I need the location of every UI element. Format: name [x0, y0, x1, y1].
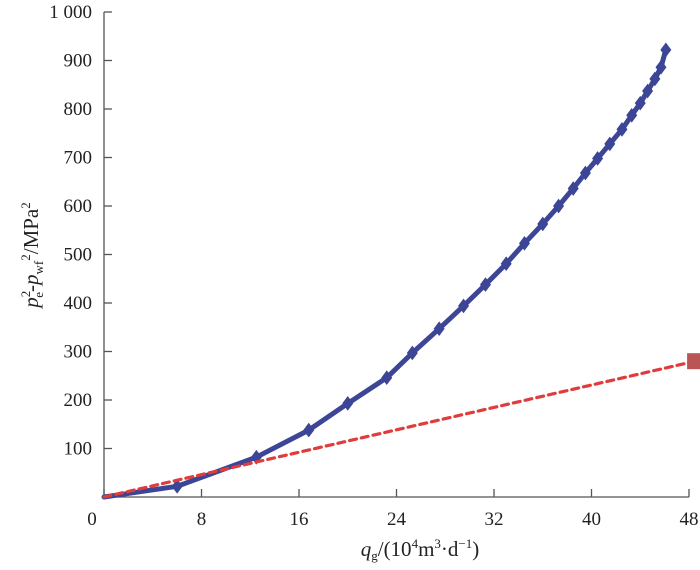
series-1-point: [537, 216, 549, 232]
series-2-point: [687, 353, 700, 370]
series-1-point: [406, 345, 418, 361]
x-label-dot: ·d: [441, 537, 459, 561]
x-tick-label: 48: [680, 509, 699, 530]
x-tick-label: 24: [387, 509, 407, 530]
y-tick-label: 800: [64, 99, 93, 120]
series-1-point: [634, 95, 646, 111]
x-tick-label: 8: [197, 509, 207, 530]
y-label-p1-sup: 2: [18, 291, 33, 298]
axes: 0 8 16 24 32 40 48 100 200 300 400 500 600 700 800 900 1…: [49, 2, 698, 530]
series-1-point: [604, 136, 616, 152]
y-tick-label: 700: [64, 148, 93, 169]
y-label-unit-sup: 2: [18, 202, 33, 209]
y-label-dash: -: [19, 285, 43, 292]
y-tick-label: 1 000: [49, 2, 92, 23]
y-tick-label: 900: [64, 51, 93, 72]
series-1-point: [567, 181, 579, 196]
series-1-point: [518, 236, 530, 251]
x-tick-label: 32: [485, 509, 504, 530]
x-label-m: m: [418, 537, 434, 561]
series-1-point: [342, 396, 354, 411]
x-tick-label: 16: [290, 509, 309, 530]
series-1-point: [381, 370, 393, 386]
y-tick-label: 100: [64, 439, 93, 460]
x-label-sup2: 3: [434, 536, 441, 551]
y-axis-label: p2e-pwf2/MPa2: [18, 202, 46, 310]
series-1-point: [660, 42, 672, 58]
x-label-sup3: −1: [458, 536, 472, 551]
y-tick-label: 200: [64, 390, 93, 411]
y-tick-label: 600: [64, 196, 93, 217]
x-label-q-sub: g: [371, 548, 378, 563]
x-axis-label: qg/(104m3·d−1): [361, 536, 480, 563]
series-1-point: [592, 151, 604, 166]
x-label-open: /(10: [378, 537, 412, 561]
y-label-p2-sub: wf: [31, 260, 46, 274]
series-1-line: [101, 47, 669, 500]
x-label-sup1: 4: [412, 536, 419, 551]
series-1-point: [500, 256, 512, 272]
y-label-unit: /MPa: [19, 208, 43, 254]
x-label-q: q: [361, 537, 372, 561]
series-1-point: [303, 422, 315, 438]
series-1-point: [626, 107, 638, 123]
series-1-point: [171, 478, 183, 494]
series-1-point: [642, 83, 654, 99]
series-2-line: [102, 359, 697, 499]
series-1-point: [250, 449, 262, 465]
series-1-point: [458, 298, 470, 314]
series-layer: [101, 42, 700, 500]
x-tick-label: 40: [582, 509, 601, 530]
series-1-point: [479, 277, 491, 292]
series-1-point: [553, 198, 565, 214]
y-tick-label: 300: [64, 342, 93, 363]
series-1-point: [433, 321, 445, 337]
y-label-p2: p: [19, 274, 43, 287]
y-label-p2-sup: 2: [18, 254, 33, 261]
y-tick-label: 400: [64, 293, 93, 314]
y-label-p1-sub: e: [31, 292, 46, 298]
series-1-point: [655, 59, 667, 75]
series-1-point: [649, 71, 661, 87]
y-tick-label: 500: [64, 245, 93, 266]
y-label-p1: p: [19, 297, 43, 310]
series-1-point: [579, 165, 591, 181]
series-1-point: [616, 122, 628, 137]
x-tick-label: 0: [87, 509, 97, 530]
x-label-close: ): [472, 537, 479, 561]
